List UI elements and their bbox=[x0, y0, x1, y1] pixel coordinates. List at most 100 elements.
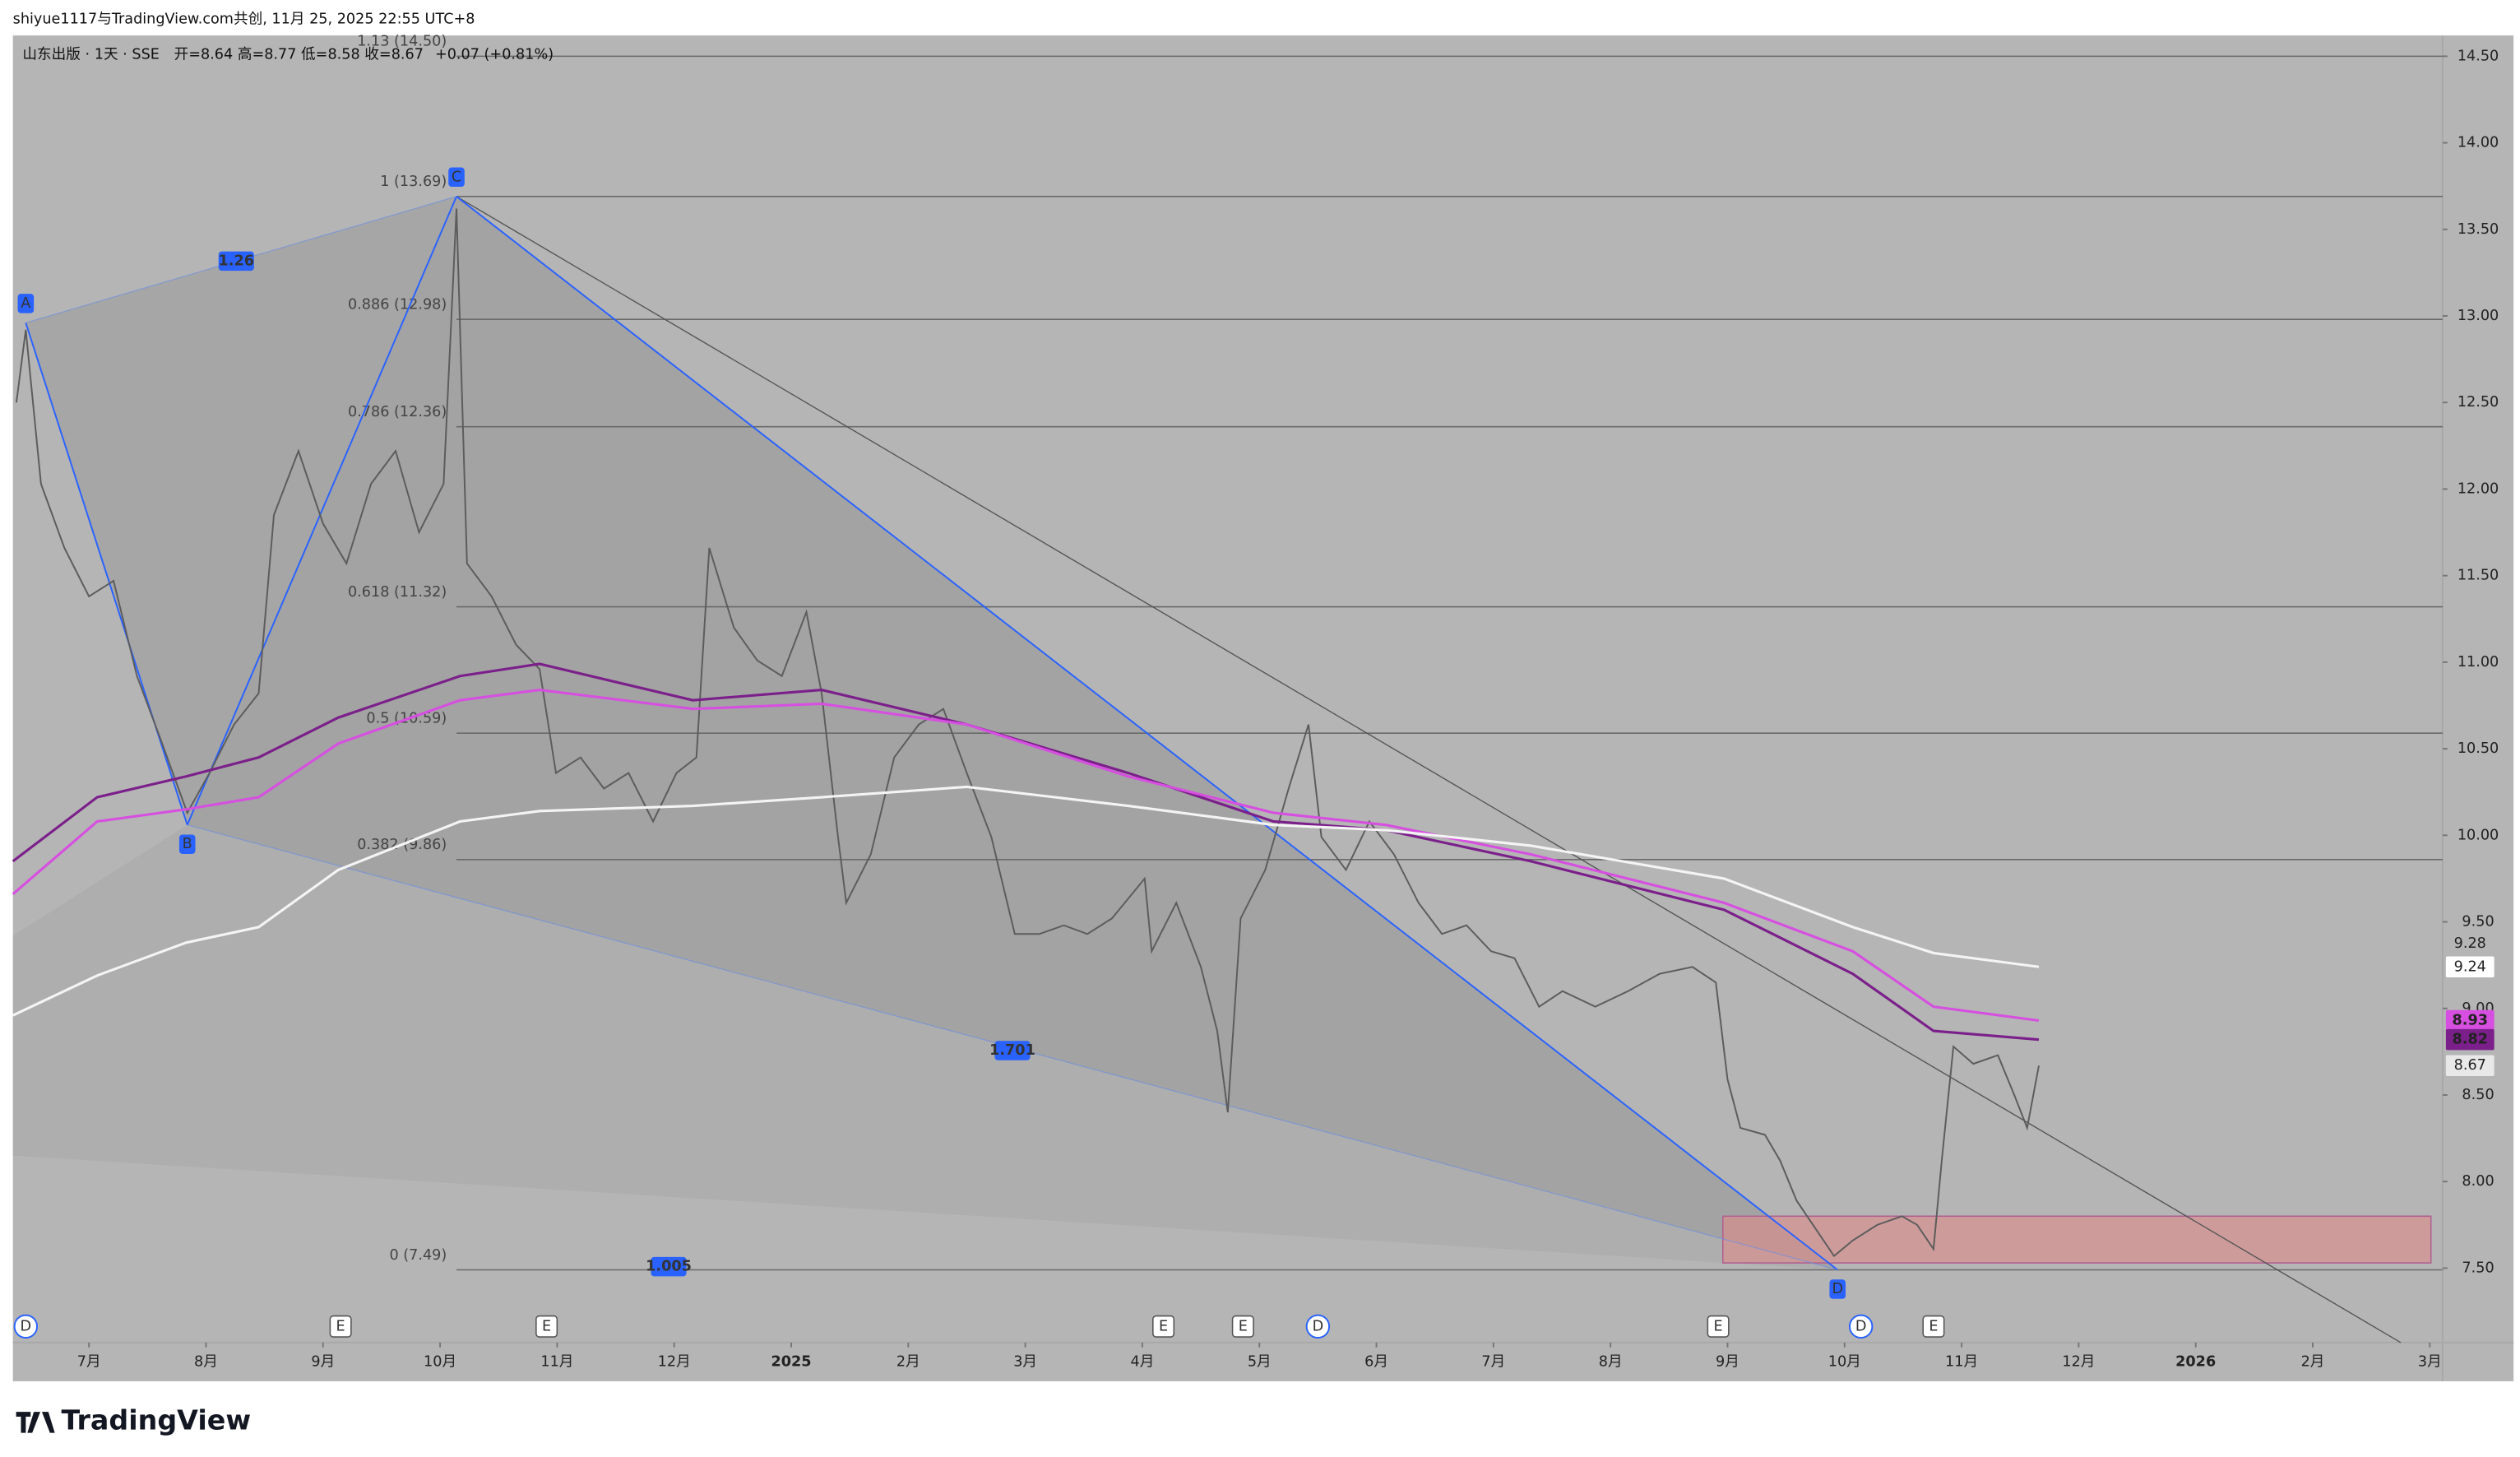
fib-label: 0 (7.49) bbox=[389, 1247, 447, 1264]
x-tick-label: 8月 bbox=[194, 1353, 218, 1370]
y-tick-label: 10.50 bbox=[2457, 740, 2499, 757]
target-zone bbox=[1721, 1215, 2432, 1264]
y-tick-label: 11.00 bbox=[2457, 654, 2499, 670]
x-tick-label: 12月 bbox=[2062, 1353, 2095, 1370]
price-badge-label: 8.82 bbox=[2453, 1032, 2489, 1048]
price-badge-label: 8.67 bbox=[2454, 1057, 2486, 1074]
x-tick-label: 9月 bbox=[1716, 1353, 1739, 1370]
x-tick-label: 2月 bbox=[896, 1353, 920, 1370]
event-label: E bbox=[336, 1318, 345, 1334]
trend-line bbox=[456, 196, 2402, 1343]
x-tick-label: 2026 bbox=[2175, 1353, 2216, 1370]
event-label: D bbox=[1313, 1318, 1324, 1334]
price-badge bbox=[2445, 1055, 2495, 1076]
pattern-point-label: B bbox=[183, 836, 192, 852]
pattern-leg bbox=[456, 196, 1838, 1271]
price-badge-label: 8.93 bbox=[2453, 1012, 2489, 1028]
event-label: E bbox=[1714, 1318, 1723, 1334]
y-tick-label: 8.00 bbox=[2462, 1173, 2494, 1190]
price-line bbox=[15, 208, 2040, 1258]
pattern-point bbox=[448, 167, 465, 188]
moving-average bbox=[12, 662, 2040, 1042]
y-tick-label: 12.00 bbox=[2457, 480, 2499, 497]
moving-average bbox=[12, 688, 2040, 1023]
ratio-badge bbox=[651, 1256, 687, 1277]
earnings-marker bbox=[535, 1315, 558, 1338]
x-tick-label: 6月 bbox=[1364, 1353, 1388, 1370]
y-tick-label: 14.00 bbox=[2457, 135, 2499, 151]
x-tick-label: 9月 bbox=[311, 1353, 335, 1370]
y-tick-label: 12.50 bbox=[2457, 394, 2499, 411]
dividend-marker bbox=[1305, 1314, 1331, 1339]
earnings-marker bbox=[1152, 1315, 1175, 1338]
event-label: D bbox=[1855, 1318, 1867, 1334]
pattern-leg bbox=[186, 196, 457, 826]
y-tick-label: 7.50 bbox=[2462, 1260, 2494, 1276]
fib-label: 0.786 (12.36) bbox=[348, 404, 447, 420]
y-tick-label: 11.50 bbox=[2457, 568, 2499, 584]
y-tick-label: 10.00 bbox=[2457, 827, 2499, 843]
ratio-badge bbox=[994, 1041, 1031, 1060]
event-label: D bbox=[21, 1318, 32, 1334]
credit: shiyue1117与TradingView.com共创, 11月 25, 20… bbox=[13, 11, 475, 28]
y-tick-label: 8.50 bbox=[2462, 1087, 2494, 1103]
event-label: E bbox=[1239, 1318, 1248, 1334]
pattern-point bbox=[1829, 1279, 1846, 1299]
price-badge bbox=[2445, 1028, 2495, 1051]
x-tick-label: 10月 bbox=[1828, 1353, 1861, 1370]
dividend-marker bbox=[13, 1314, 39, 1339]
x-tick-label: 5月 bbox=[1248, 1353, 1272, 1370]
price-badge bbox=[2445, 956, 2495, 977]
ratio-label: 1.26 bbox=[219, 253, 255, 269]
symbol: 山东出版 · 1天 · SSE bbox=[22, 46, 159, 63]
pattern-point-label: C bbox=[452, 169, 461, 185]
x-tick-label: 3月 bbox=[1013, 1353, 1037, 1370]
price-badge-label: 9.28 bbox=[2454, 935, 2486, 952]
x-tick-label: 8月 bbox=[1599, 1353, 1623, 1370]
x-tick-label: 10月 bbox=[424, 1353, 456, 1370]
y-tick-label: 13.00 bbox=[2457, 308, 2499, 324]
change: +0.07 (+0.81%) bbox=[435, 47, 554, 63]
pattern-leg bbox=[25, 322, 188, 825]
earnings-marker bbox=[329, 1315, 352, 1338]
plot: 7.508.008.509.009.5010.0010.5011.0011.50… bbox=[12, 34, 2499, 1370]
ratio-label: 1.005 bbox=[646, 1259, 692, 1275]
ohlc: 开=8.64 高=8.77 低=8.58 收=8.67 bbox=[174, 46, 424, 63]
x-tick-label: 12月 bbox=[658, 1353, 691, 1370]
pattern-point bbox=[17, 294, 35, 313]
earnings-marker bbox=[1231, 1315, 1254, 1338]
earnings-marker bbox=[1707, 1315, 1730, 1338]
logo-icon bbox=[16, 1412, 55, 1433]
pattern-fill bbox=[12, 824, 1838, 1270]
x-tick-label: 7月 bbox=[1481, 1353, 1505, 1370]
y-tick-label: 14.50 bbox=[2457, 48, 2499, 64]
y-tick-label: 13.50 bbox=[2457, 221, 2499, 238]
ratio-badge bbox=[218, 251, 254, 271]
event-label: E bbox=[1929, 1318, 1938, 1334]
x-tick-label: 2月 bbox=[2301, 1353, 2325, 1370]
pattern-fill bbox=[25, 196, 457, 825]
fib-label: 1.13 (14.50) bbox=[357, 34, 447, 50]
dividend-marker bbox=[1849, 1314, 1874, 1339]
pattern-point bbox=[178, 834, 196, 854]
earnings-marker bbox=[1922, 1315, 1945, 1338]
moving-average bbox=[12, 785, 2040, 1017]
event-label: E bbox=[542, 1318, 551, 1334]
y-tick-label: 9.50 bbox=[2462, 914, 2494, 930]
event-label: E bbox=[1159, 1318, 1168, 1334]
x-tick-label: 11月 bbox=[540, 1353, 573, 1370]
price-badge-label: 9.24 bbox=[2454, 958, 2486, 975]
fib-label: 1 (13.69) bbox=[380, 174, 447, 190]
x-tick-label: 4月 bbox=[1131, 1353, 1155, 1370]
logo: TradingView bbox=[61, 1404, 251, 1436]
pattern-point-label: D bbox=[1832, 1281, 1843, 1297]
x-tick-label: 3月 bbox=[2418, 1353, 2442, 1370]
price-badge bbox=[2445, 1009, 2495, 1032]
x-tick-label: 11月 bbox=[1945, 1353, 1978, 1370]
ratio-label: 1.701 bbox=[989, 1042, 1035, 1059]
x-tick-label: 7月 bbox=[77, 1353, 101, 1370]
pattern-point-label: A bbox=[21, 295, 30, 312]
x-tick-label: 2025 bbox=[771, 1353, 811, 1370]
fib-label: 0.618 (11.32) bbox=[348, 584, 447, 601]
